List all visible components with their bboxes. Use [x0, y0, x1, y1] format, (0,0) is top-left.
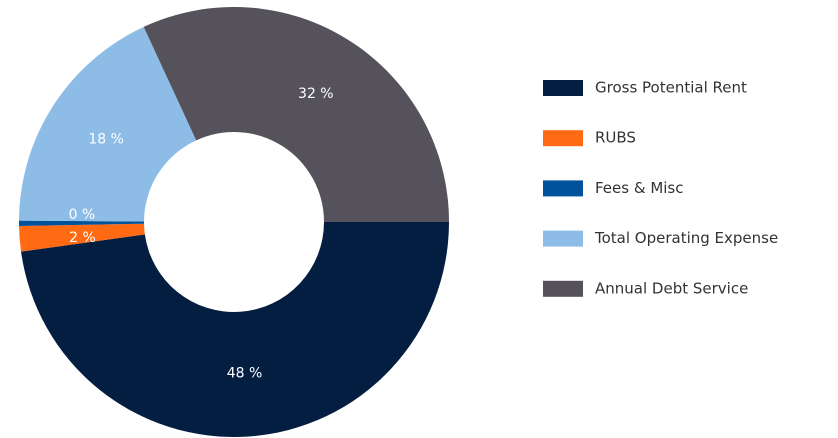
- slice: [21, 222, 450, 437]
- legend-swatch: [543, 130, 583, 147]
- legend-label: Annual Debt Service: [595, 279, 748, 297]
- legend-label: Total Operating Expense: [594, 229, 778, 247]
- slice: [143, 7, 449, 222]
- slice-label: 2 %: [69, 230, 96, 246]
- slice: [19, 26, 197, 222]
- legend-label: Gross Potential Rent: [595, 79, 747, 97]
- slice-label: 32 %: [298, 86, 334, 102]
- legend-swatch: [543, 230, 583, 247]
- legend-label: RUBS: [595, 129, 636, 147]
- legend-label: Fees & Misc: [595, 179, 683, 197]
- slice: [19, 223, 145, 252]
- slice-label: 18 %: [88, 132, 124, 148]
- slice-label: 0 %: [69, 207, 96, 223]
- legend-swatch: [543, 280, 583, 297]
- legend-swatch: [543, 80, 583, 96]
- legend-swatch: [543, 180, 583, 197]
- slice: [19, 220, 145, 227]
- slice-label: 48 %: [227, 366, 263, 382]
